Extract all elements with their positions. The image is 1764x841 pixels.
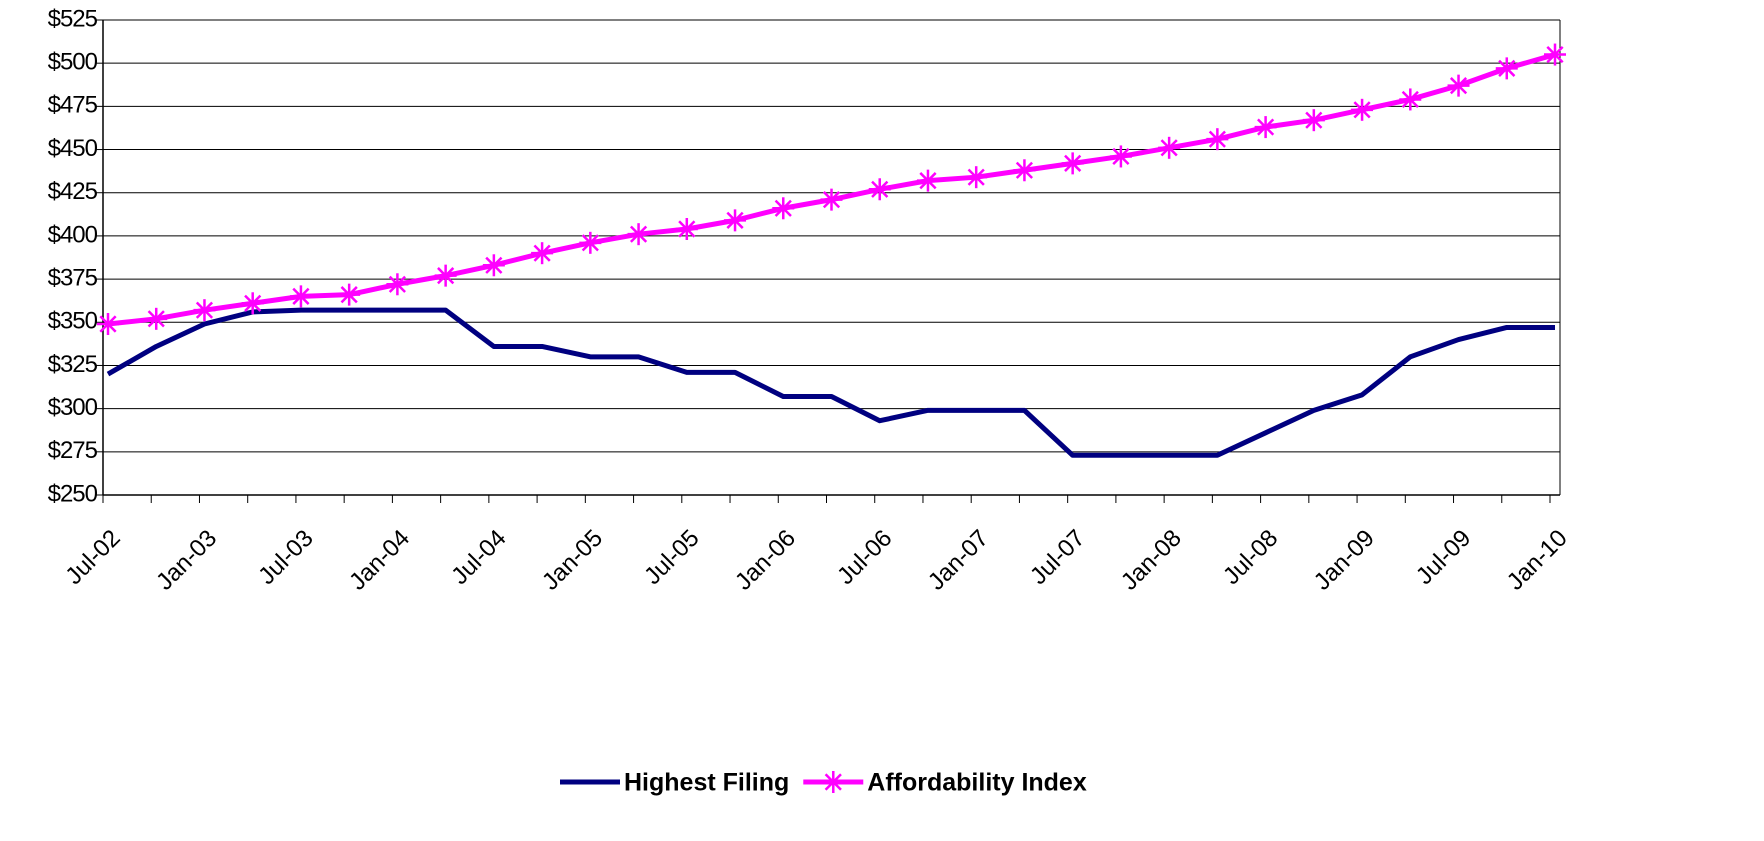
y-tick-label: $425 [48, 178, 98, 205]
marker [1399, 88, 1422, 111]
marker [820, 188, 843, 211]
marker [193, 299, 216, 322]
marker [1061, 152, 1084, 175]
y-tick-label: $250 [48, 480, 98, 507]
marker [531, 242, 554, 265]
marker [1158, 136, 1181, 159]
legend: Highest Filing Affordability Index [560, 769, 1087, 797]
x-tick-label: Jan-05 [537, 525, 608, 596]
series [106, 307, 1555, 458]
y-tick-label: $375 [48, 264, 98, 291]
x-tick-label: Jul-06 [832, 525, 897, 590]
x-tick-label: Jul-05 [639, 525, 704, 590]
marker [97, 313, 119, 335]
y-tick-label: $275 [48, 437, 98, 464]
y-tick-label: $325 [48, 351, 98, 378]
marker [241, 292, 264, 315]
series [97, 43, 1566, 335]
series-line [106, 307, 1555, 458]
marker [1351, 98, 1374, 121]
marker [289, 285, 312, 308]
marker [822, 771, 845, 793]
x-tick-label: Jul-02 [60, 525, 125, 590]
y-tick-label: $475 [48, 92, 98, 119]
marker [1544, 43, 1566, 66]
marker [627, 223, 650, 246]
legend-label: Highest Filing [624, 769, 789, 797]
y-tick-label: $300 [48, 394, 98, 421]
marker [482, 254, 505, 277]
legend-label: Affordability Index [867, 769, 1087, 797]
marker [386, 273, 409, 296]
x-tick-label: Jan-04 [344, 525, 415, 596]
marker [1495, 57, 1518, 80]
marker [1447, 74, 1470, 97]
marker [1254, 116, 1277, 139]
x-tick-label: Jul-09 [1411, 525, 1476, 590]
y-tick-label: $450 [48, 135, 98, 162]
marker [868, 178, 891, 201]
marker [916, 169, 939, 192]
x-tick-label: Jul-07 [1025, 525, 1090, 590]
x-tick-label: Jan-03 [151, 525, 222, 596]
x-tick-label: Jan-07 [923, 525, 994, 596]
x-tick-label: Jul-04 [446, 525, 511, 590]
marker [965, 166, 988, 189]
marker [338, 283, 361, 306]
y-tick-label: $525 [48, 5, 98, 32]
marker [1206, 128, 1229, 151]
marker [1109, 145, 1132, 168]
y-tick-label: $400 [48, 221, 98, 248]
marker [675, 218, 698, 240]
x-tick-label: Jul-03 [253, 525, 318, 590]
marker [1302, 109, 1325, 132]
x-tick-label: Jul-08 [1218, 525, 1283, 590]
marker [579, 231, 602, 254]
x-tick-label: Jan-09 [1309, 525, 1380, 596]
marker [145, 307, 168, 330]
x-tick-label: Jan-10 [1502, 525, 1573, 596]
x-tick-label: Jan-08 [1116, 525, 1187, 596]
marker [434, 264, 457, 287]
marker [772, 197, 795, 220]
y-tick-label: $350 [48, 308, 98, 335]
y-tick-label: $500 [48, 49, 98, 76]
marker [1013, 159, 1036, 182]
marker [724, 209, 747, 232]
x-tick-label: Jan-06 [730, 525, 801, 596]
